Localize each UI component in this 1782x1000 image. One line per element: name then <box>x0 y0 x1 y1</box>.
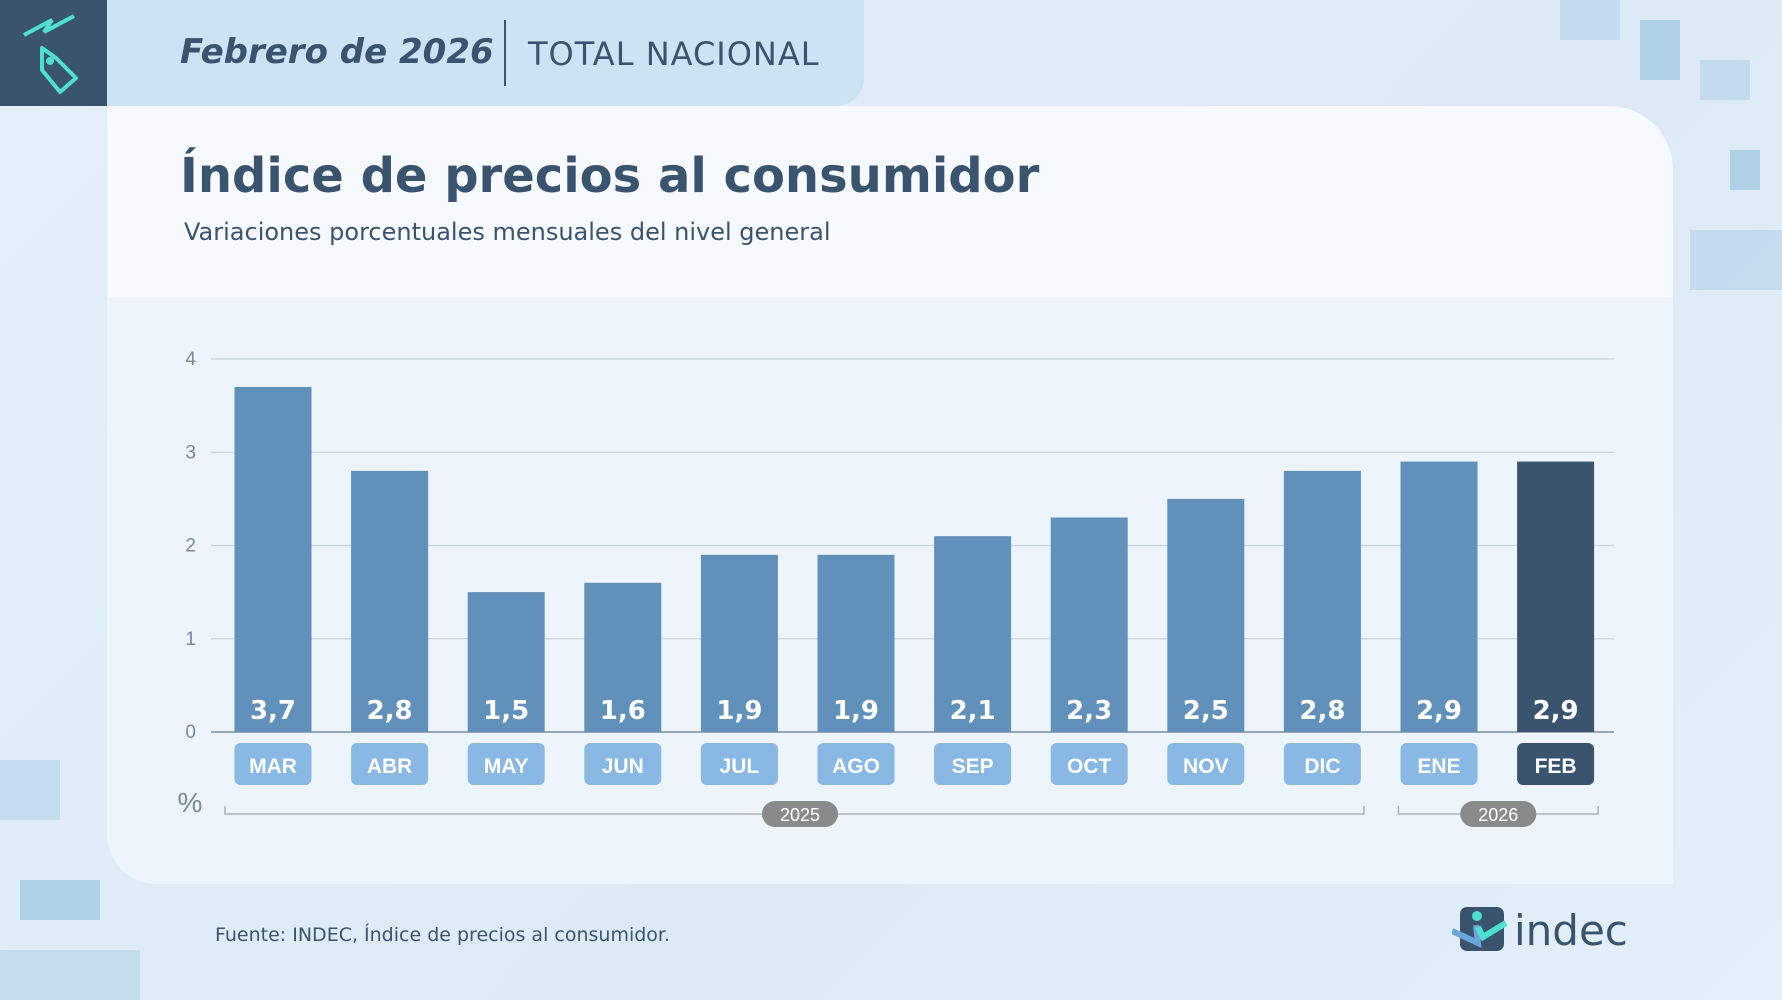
report-scope: TOTAL NACIONAL <box>528 35 820 73</box>
indec-logo: indec <box>1452 905 1628 955</box>
month-pill <box>584 743 662 785</box>
bar <box>1283 470 1361 732</box>
chart-title: Índice de precios al consumidor <box>180 148 1040 204</box>
data-label: 1,5 <box>483 696 529 726</box>
x-tick-label: ABR <box>367 755 413 778</box>
bar <box>584 582 662 732</box>
month-pill <box>467 743 545 785</box>
x-tick-label: SEP <box>952 755 994 778</box>
bar <box>817 554 895 732</box>
source-note: Fuente: INDEC, Índice de precios al cons… <box>215 924 671 946</box>
bar <box>467 592 545 732</box>
month-pill <box>1283 743 1361 785</box>
bar <box>351 470 429 732</box>
month-pill <box>1400 743 1478 785</box>
x-tick-label: DIC <box>1304 755 1340 778</box>
data-label: 1,6 <box>600 696 646 726</box>
bar <box>934 536 1012 732</box>
year-label: 2025 <box>780 805 820 825</box>
data-label: 2,9 <box>1533 696 1579 726</box>
month-pill <box>234 743 312 785</box>
year-badge <box>762 801 838 827</box>
data-label: 3,7 <box>250 696 296 726</box>
x-tick-label: JUN <box>602 755 644 778</box>
x-tick-label: JUL <box>720 755 760 778</box>
month-pill <box>934 743 1012 785</box>
bar <box>700 554 778 732</box>
month-pill <box>700 743 778 785</box>
report-date: Febrero de 2026 <box>180 32 494 72</box>
x-tick-label: MAR <box>249 755 297 778</box>
price-tag-trend-icon <box>23 14 78 94</box>
y-tick-label: 1 <box>185 629 196 650</box>
month-pill <box>1517 743 1595 785</box>
x-tick-label: ENE <box>1417 755 1460 778</box>
month-pill <box>1050 743 1128 785</box>
data-label: 2,5 <box>1183 696 1229 726</box>
header-divider <box>504 20 506 86</box>
x-tick-label: NOV <box>1183 755 1229 778</box>
header-icon-box <box>0 0 107 106</box>
x-tick-label: FEB <box>1535 755 1577 778</box>
data-label: 1,9 <box>833 696 879 726</box>
data-label: 2,3 <box>1066 696 1112 726</box>
bar <box>1167 498 1245 732</box>
data-label: 2,1 <box>950 696 996 726</box>
month-pill <box>1167 743 1245 785</box>
bar <box>1517 461 1595 732</box>
data-label: 2,9 <box>1416 696 1462 726</box>
header-band <box>0 0 864 106</box>
data-label: 2,8 <box>367 696 413 726</box>
bar <box>1400 461 1478 732</box>
y-tick-label: 4 <box>185 349 196 370</box>
bar <box>1050 517 1128 732</box>
data-label: 1,9 <box>716 696 762 726</box>
x-tick-label: OCT <box>1067 755 1112 778</box>
y-tick-label: 3 <box>185 442 196 463</box>
month-pill <box>817 743 895 785</box>
bar <box>234 386 312 732</box>
indec-logo-icon <box>1452 907 1508 951</box>
logo-text: indec <box>1514 905 1628 955</box>
x-tick-label: AGO <box>832 755 880 778</box>
y-tick-label: 2 <box>185 536 196 557</box>
chart-subtitle: Variaciones porcentuales mensuales del n… <box>184 218 831 246</box>
data-label: 2,8 <box>1299 696 1345 726</box>
year-label: 2026 <box>1478 805 1518 825</box>
x-tick-label: MAY <box>484 755 529 778</box>
year-badge <box>1460 801 1537 827</box>
y-axis-label: % <box>178 787 203 818</box>
y-tick-label: 0 <box>185 722 196 743</box>
month-pill <box>351 743 429 785</box>
